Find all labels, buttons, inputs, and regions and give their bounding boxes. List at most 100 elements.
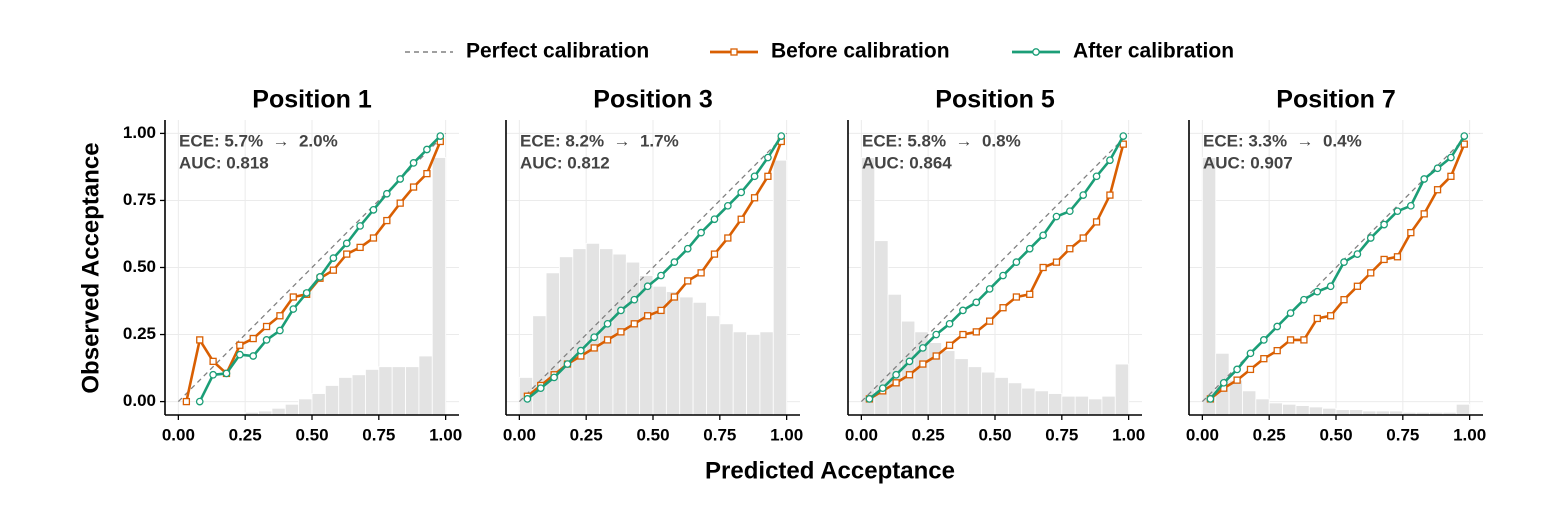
marker <box>1380 255 1388 264</box>
histogram-bar <box>954 358 969 416</box>
histogram-bar <box>284 403 300 416</box>
marker <box>1106 156 1114 165</box>
marker <box>249 334 257 343</box>
x-tick-label: 0.75 <box>703 425 736 444</box>
marker <box>590 333 599 342</box>
marker <box>1300 295 1308 304</box>
marker <box>1260 355 1268 363</box>
marker <box>1012 258 1021 266</box>
marker <box>235 350 244 359</box>
marker <box>1367 269 1375 277</box>
marker <box>1039 231 1047 240</box>
histogram-bar <box>1255 398 1270 416</box>
marker <box>710 250 719 258</box>
marker <box>865 395 874 403</box>
histogram-bar <box>759 331 774 416</box>
marker <box>972 328 980 336</box>
annotation: ECE: 8.2% → 1.7% <box>520 131 679 150</box>
marker <box>644 312 652 320</box>
marker <box>289 305 298 313</box>
histogram-bar <box>746 334 761 416</box>
histogram-bar <box>545 272 560 416</box>
marker <box>382 189 391 198</box>
marker <box>905 357 914 366</box>
marker <box>932 352 940 360</box>
marker <box>590 344 598 352</box>
histogram-bar <box>324 385 340 416</box>
marker <box>1313 314 1321 323</box>
marker <box>1460 140 1468 148</box>
marker <box>1052 212 1061 221</box>
marker <box>396 175 405 183</box>
marker <box>1300 336 1308 344</box>
x-tick-label: 0.00 <box>162 425 195 444</box>
histogram-bar <box>1322 407 1337 416</box>
marker <box>276 312 284 320</box>
marker <box>222 369 231 378</box>
marker <box>603 336 612 344</box>
x-tick-label: 0.25 <box>912 425 945 444</box>
marker <box>945 319 954 328</box>
histogram-bar <box>994 377 1009 416</box>
histogram-bar <box>625 261 641 416</box>
histogram-bar <box>1061 395 1076 416</box>
histogram-bar <box>1088 398 1103 416</box>
marker <box>892 370 900 379</box>
marker <box>409 183 418 191</box>
marker <box>777 132 786 140</box>
marker <box>750 194 759 202</box>
marker <box>369 205 378 214</box>
marker <box>356 243 364 252</box>
histogram-bar <box>1007 382 1023 416</box>
marker <box>249 352 258 360</box>
histogram-bar <box>1268 402 1283 416</box>
marker <box>1273 322 1282 331</box>
marker <box>1065 207 1074 216</box>
annotation: ECE: 3.3% → 0.4% <box>1203 131 1362 150</box>
histogram-bar <box>941 350 956 416</box>
x-tick-label: 0.50 <box>295 425 328 444</box>
marker <box>369 234 378 242</box>
marker <box>1393 253 1402 261</box>
marker <box>563 360 572 368</box>
marker <box>423 169 431 178</box>
marker <box>945 341 954 349</box>
marker <box>343 250 351 258</box>
histogram-bar <box>532 315 547 416</box>
marker <box>932 330 941 339</box>
x-tick-label: 0.00 <box>1186 425 1219 444</box>
histogram-bar <box>311 393 326 416</box>
x-tick-label: 0.50 <box>978 425 1011 444</box>
marker <box>1340 296 1348 304</box>
histogram-bar <box>732 331 747 416</box>
marker <box>1433 186 1442 194</box>
x-tick-label: 0.50 <box>1319 425 1352 444</box>
histogram-bar <box>418 355 433 416</box>
marker <box>1447 172 1455 180</box>
marker <box>724 234 732 242</box>
panel-title: Position 7 <box>1276 86 1395 114</box>
x-tick-label: 0.25 <box>570 425 603 444</box>
histogram-bar <box>1348 409 1364 416</box>
marker <box>1106 191 1114 199</box>
marker <box>289 293 297 301</box>
marker <box>919 360 927 368</box>
marker <box>550 373 558 382</box>
annotation: AUC: 0.907 <box>1203 153 1293 172</box>
x-tick-label: 0.75 <box>1045 425 1078 444</box>
marker <box>723 201 732 210</box>
histogram-bar <box>1455 403 1471 416</box>
marker <box>1026 290 1034 298</box>
marker <box>262 322 271 331</box>
histogram-bar <box>1074 395 1089 416</box>
histogram-bar <box>351 374 366 416</box>
marker <box>1219 378 1228 387</box>
marker <box>670 258 679 266</box>
histogram-bar <box>1114 363 1130 416</box>
marker <box>959 330 967 339</box>
x-tick-label: 1.00 <box>770 425 803 444</box>
series-line <box>198 135 442 403</box>
annotation: AUC: 0.864 <box>862 153 952 172</box>
legend-label: After calibration <box>1073 40 1234 63</box>
